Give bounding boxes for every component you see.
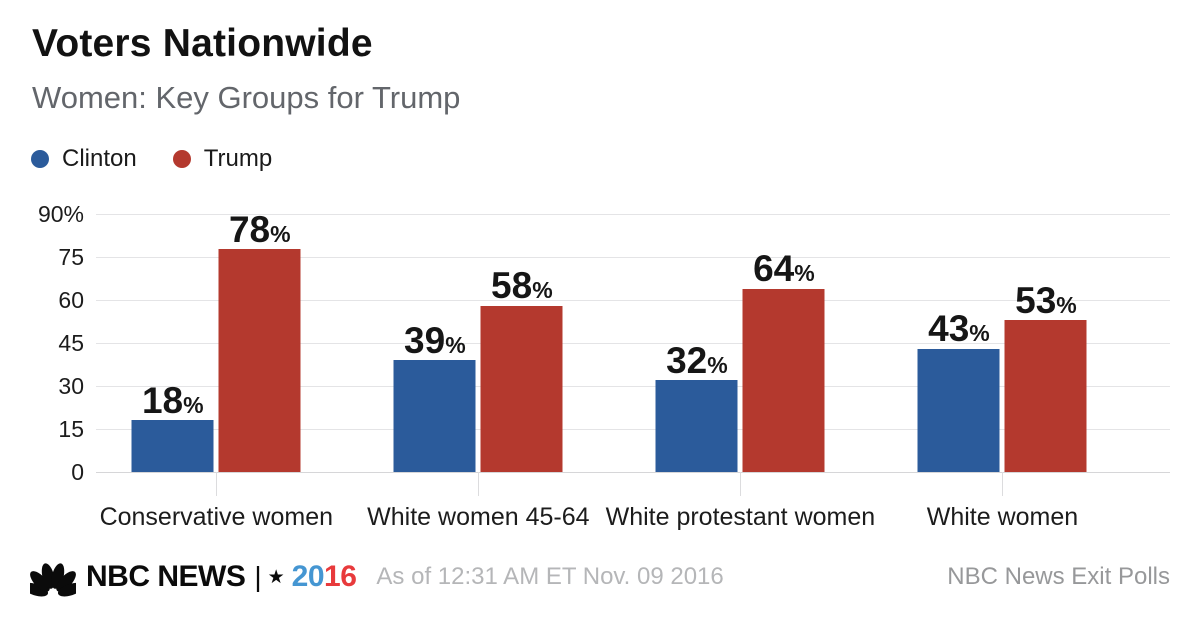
bar-column-clinton: 39% [393,214,476,472]
year-red: 16 [324,560,357,593]
gridline [96,472,1170,473]
value-number: 32 [666,339,708,381]
category-label: White protestant women [605,503,876,531]
legend-item-trump: Trump [172,145,273,173]
bar-clinton [655,380,738,472]
x-axis-tick [1002,472,1004,496]
gridline [96,386,1170,387]
gridline [96,429,1170,430]
gridline [96,214,1170,215]
value-label: 58% [491,267,553,304]
y-axis-tick-label: 75 [58,243,84,270]
legend-label-trump: Trump [203,145,273,172]
y-axis-tick-label: 0 [71,459,84,485]
value-percent-sign: % [270,221,291,247]
bar-group: 39% 58% [393,214,563,472]
category-label: White women 45-64 [367,503,590,531]
gridline [96,257,1170,258]
value-number: 64 [753,248,795,290]
value-label: 43% [928,310,990,347]
star-icon: ★ [267,566,285,588]
trump-color-dot-icon [172,150,191,168]
bar-column-trump: 78% [218,211,301,472]
gridline [96,300,1170,301]
y-axis-tick-label: 45 [58,330,84,356]
value-number: 18 [141,379,184,421]
value-label: 39% [404,322,466,359]
year-blue: 20 [291,560,325,593]
source-credit: NBC News Exit Polls [947,563,1170,590]
bar-column-clinton: 43% [917,214,1000,472]
legend-item-clinton: Clinton [31,145,137,173]
election-2016-logo: 2016 [292,560,357,594]
bar-column-clinton: 32% [655,214,738,472]
value-label: 78% [229,211,291,248]
value-label: 32% [666,342,728,379]
value-number: 78 [228,209,271,250]
bar-column-clinton: 18% [131,214,214,472]
page-subtitle: Women: Key Groups for Trump [32,80,461,115]
value-percent-sign: % [794,260,815,287]
bar-group: 18% 78% [131,211,301,472]
bar-column-trump: 64% [742,214,825,472]
value-percent-sign: % [1056,291,1077,318]
value-percent-sign: % [969,320,990,347]
x-axis-tick [478,472,480,496]
value-percent-sign: % [532,277,553,304]
bar-trump [742,288,825,472]
as-of-timestamp: As of 12:31 AM ET Nov. 09 2016 [376,563,724,590]
bar-trump [480,305,563,472]
value-percent-sign: % [183,391,204,418]
y-axis-tick-label: 15 [58,416,84,442]
y-axis-tick-label: 90% [37,201,84,227]
category-label: White women [926,503,1079,531]
value-number: 43 [928,308,970,350]
category-label: Conservative women [99,503,333,531]
footer: NBC NEWS | ★ 2016 As of 12:31 AM ET Nov.… [30,554,1170,600]
bar-clinton [917,348,1000,472]
clinton-color-dot-icon [31,150,49,168]
bar-column-trump: 58% [480,214,563,472]
nbc-news-wordmark: NBC NEWS [86,560,246,593]
value-number: 53 [1015,279,1057,321]
x-axis-tick [740,472,742,496]
y-axis-tick-label: 30 [58,372,84,399]
bar-trump [1004,320,1087,472]
nbc-peacock-icon [30,563,76,597]
legend-label-clinton: Clinton [62,145,137,172]
value-label: 53% [1015,282,1077,319]
bar-trump [218,249,301,472]
value-number: 58 [491,265,533,307]
value-label: 18% [142,382,204,419]
plot-area: 18% 78% Conservative women 39% 58% White wome… [96,211,1170,531]
y-axis: 90% 75 60 45 30 15 0 [0,201,84,485]
bar-group: 43% 53% [917,214,1087,472]
gridline [96,343,1170,344]
bar-column-trump: 53% [1004,214,1087,472]
value-percent-sign: % [445,331,466,358]
y-axis-tick-label: 60 [58,286,84,313]
footer-separator: | [254,561,262,592]
value-number: 39 [404,319,446,361]
page-title: Voters Nationwide [32,22,373,65]
value-label: 64% [753,250,815,287]
bar-clinton [131,420,214,472]
chart-legend: Clinton Trump [31,145,272,173]
x-axis-tick [216,472,218,496]
bar-group: 32% 64% [655,214,825,472]
value-percent-sign: % [707,351,728,378]
bar-clinton [393,360,476,472]
